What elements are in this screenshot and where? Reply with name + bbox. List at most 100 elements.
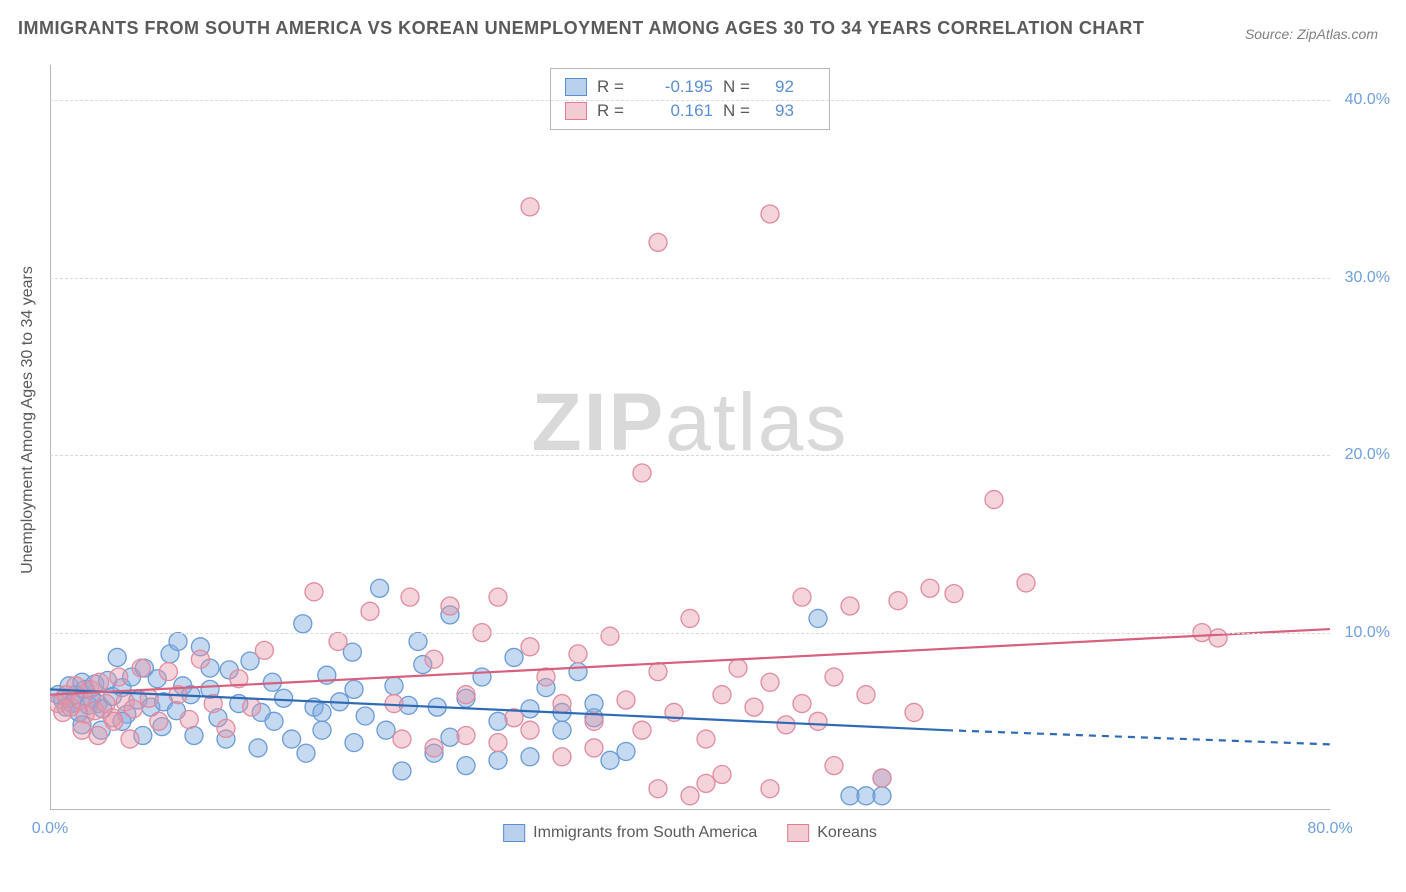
data-point (729, 659, 747, 677)
legend-row: R = 0.161 N = 93 (565, 99, 815, 123)
data-point (283, 730, 301, 748)
y-tick-label: 10.0% (1345, 624, 1390, 642)
data-point (553, 721, 571, 739)
data-point (617, 691, 635, 709)
x-tick-label: 0.0% (32, 820, 68, 838)
y-axis-label: Unemployment Among Ages 30 to 34 years (19, 266, 37, 574)
data-point (633, 721, 651, 739)
data-point (297, 744, 315, 762)
data-point (857, 686, 875, 704)
data-point (121, 730, 139, 748)
legend-r-label: R = (597, 101, 639, 121)
data-point (489, 712, 507, 730)
data-point (108, 648, 126, 666)
data-point (132, 659, 150, 677)
data-point (401, 588, 419, 606)
legend-row: R = -0.195 N = 92 (565, 75, 815, 99)
legend-label: Immigrants from South America (533, 824, 757, 842)
source-attribution: Source: ZipAtlas.com (1245, 26, 1378, 42)
data-point (150, 712, 168, 730)
x-tick-label: 80.0% (1307, 820, 1352, 838)
data-point (985, 491, 1003, 509)
data-point (521, 721, 539, 739)
gridline (50, 100, 1330, 101)
data-point (89, 727, 107, 745)
legend-n-value: 93 (775, 101, 815, 121)
legend-swatch (565, 78, 587, 96)
data-point (905, 703, 923, 721)
data-point (793, 588, 811, 606)
data-point (345, 680, 363, 698)
gridline (50, 633, 1330, 634)
legend-r-value: 0.161 (649, 101, 713, 121)
y-tick-label: 30.0% (1345, 269, 1390, 287)
data-point (761, 780, 779, 798)
correlation-legend: R = -0.195 N = 92 R = 0.161 N = 93 (550, 68, 830, 130)
data-point (217, 719, 235, 737)
data-point (809, 712, 827, 730)
data-point (105, 712, 123, 730)
legend-label: Koreans (817, 824, 877, 842)
data-point (601, 751, 619, 769)
legend-r-label: R = (597, 77, 639, 97)
data-point (857, 787, 875, 805)
data-point (393, 762, 411, 780)
data-point (569, 645, 587, 663)
data-point (585, 695, 603, 713)
data-point (873, 787, 891, 805)
data-point (649, 780, 667, 798)
data-point (489, 734, 507, 752)
data-point (377, 721, 395, 739)
data-point (825, 757, 843, 775)
data-point (649, 233, 667, 251)
chart-plot-area: ZIPatlas R = -0.195 N = 92 R = 0.161 N =… (50, 65, 1330, 810)
legend-item: Koreans (787, 824, 877, 842)
data-point (110, 668, 128, 686)
data-point (457, 757, 475, 775)
data-point (889, 592, 907, 610)
data-point (809, 609, 827, 627)
data-point (553, 695, 571, 713)
data-point (921, 579, 939, 597)
legend-item: Immigrants from South America (503, 824, 757, 842)
series-legend: Immigrants from South America Koreans (503, 824, 877, 842)
data-point (313, 721, 331, 739)
data-point (521, 198, 539, 216)
trend-line-extrapolated (946, 730, 1330, 744)
legend-swatch (565, 102, 587, 120)
data-point (385, 695, 403, 713)
data-point (553, 748, 571, 766)
data-point (313, 703, 331, 721)
data-point (169, 632, 187, 650)
data-point (243, 698, 261, 716)
data-point (305, 583, 323, 601)
data-point (425, 650, 443, 668)
data-point (294, 615, 312, 633)
data-point (345, 734, 363, 752)
data-point (617, 742, 635, 760)
data-point (521, 748, 539, 766)
data-point (697, 730, 715, 748)
data-point (489, 751, 507, 769)
data-point (91, 673, 109, 691)
data-point (569, 663, 587, 681)
data-point (361, 602, 379, 620)
data-point (777, 716, 795, 734)
legend-n-value: 92 (775, 77, 815, 97)
data-point (713, 686, 731, 704)
data-point (745, 698, 763, 716)
data-point (601, 627, 619, 645)
legend-n-label: N = (723, 101, 765, 121)
data-point (356, 707, 374, 725)
data-point (329, 632, 347, 650)
data-point (180, 711, 198, 729)
data-point (649, 663, 667, 681)
data-point (409, 632, 427, 650)
gridline (50, 455, 1330, 456)
data-point (697, 774, 715, 792)
data-point (124, 700, 142, 718)
scatter-svg (50, 65, 1330, 810)
data-point (73, 721, 91, 739)
data-point (505, 648, 523, 666)
data-point (159, 663, 177, 681)
